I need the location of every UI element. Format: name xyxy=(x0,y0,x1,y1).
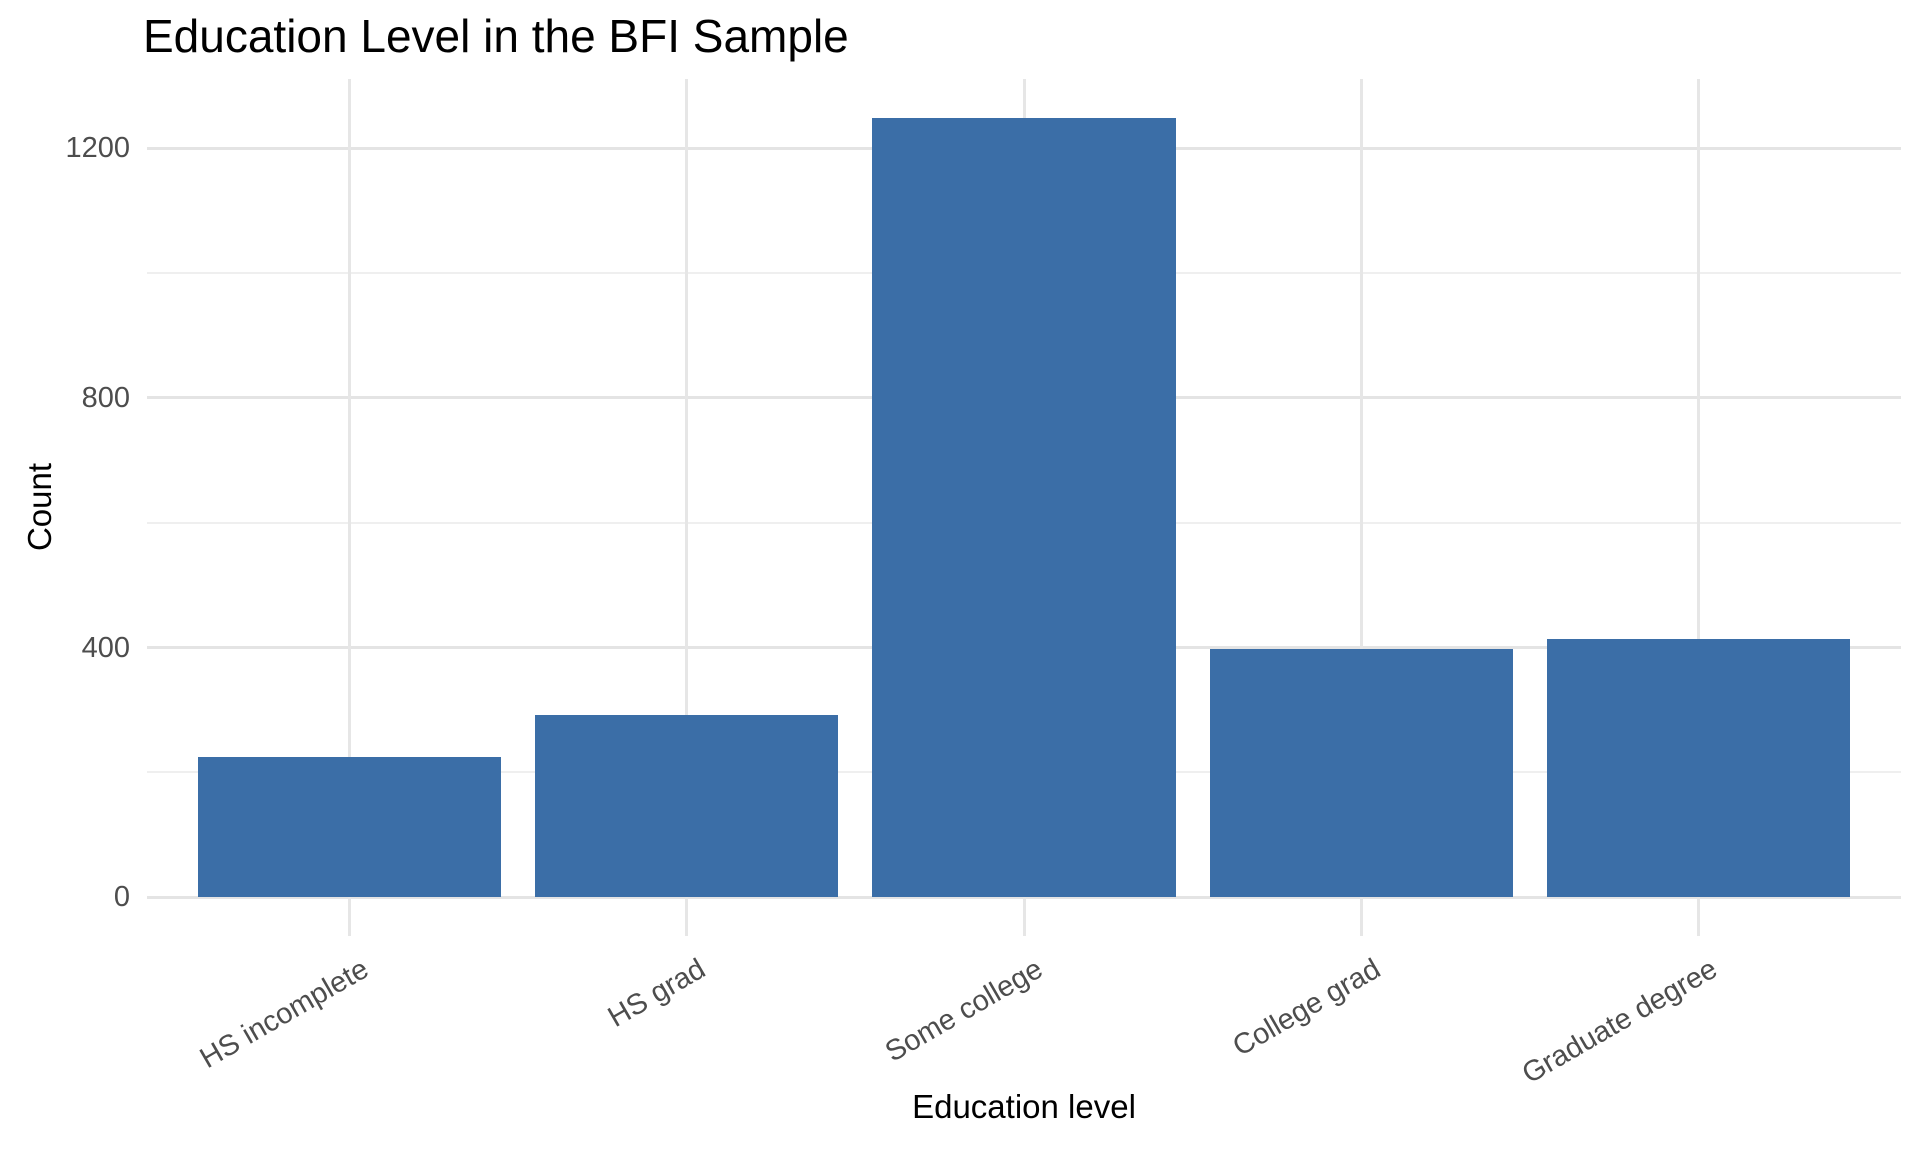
bar-hs-grad xyxy=(534,715,839,898)
y-tick-label-0: 0 xyxy=(113,881,130,914)
chart-title: Education Level in the BFI Sample xyxy=(143,10,849,62)
x-tick-label-some-college: Some college xyxy=(880,952,1049,1069)
x-gridline-hs-incomplete xyxy=(347,79,351,936)
bar-hs-incomplete xyxy=(197,757,502,898)
y-tick-label-800: 800 xyxy=(81,381,130,414)
x-gridline-graduate-degree xyxy=(1697,79,1701,936)
bar-graduate-degree xyxy=(1546,638,1851,898)
y-tick-label-400: 400 xyxy=(81,631,130,664)
bar-college-grad xyxy=(1209,648,1514,898)
y-tick-label-1200: 1200 xyxy=(65,132,130,165)
x-axis-title: Education level xyxy=(912,1088,1136,1125)
x-tick-label-graduate-degree: Graduate degree xyxy=(1517,952,1724,1091)
x-gridline-college-grad xyxy=(1359,79,1363,936)
x-tick-label-hs-incomplete: HS incomplete xyxy=(194,952,374,1075)
bar-some-college xyxy=(872,117,1176,898)
y-axis-title: Count xyxy=(21,462,58,552)
x-gridline-hs-grad xyxy=(685,79,689,936)
x-tick-label-hs-grad: HS grad xyxy=(603,952,712,1034)
x-tick-label-college-grad: College grad xyxy=(1227,952,1386,1063)
